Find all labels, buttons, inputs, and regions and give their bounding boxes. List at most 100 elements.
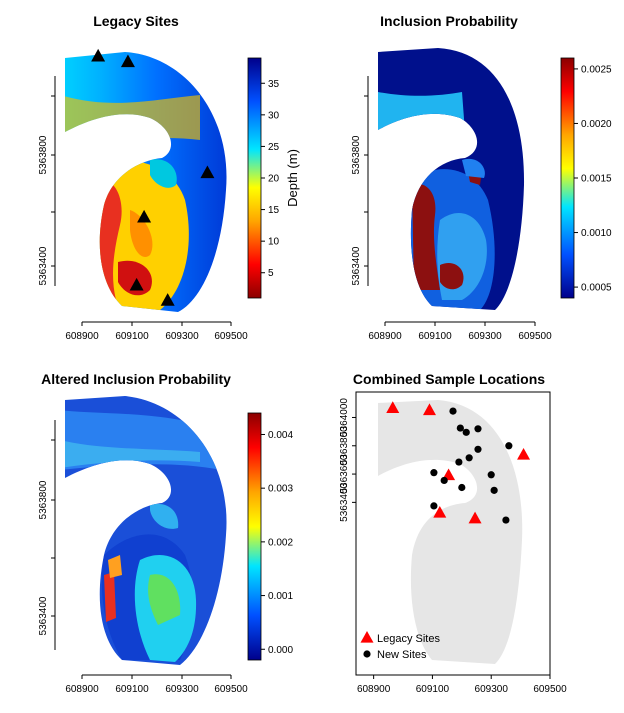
x-tick-label: 609300 [165, 331, 199, 342]
new-site-marker [465, 454, 473, 462]
new-site-marker [505, 442, 513, 450]
new-site-marker [456, 424, 464, 432]
colorbar-tick-label: 25 [268, 142, 280, 153]
colorbar-tick-label: 0.0025 [581, 64, 612, 75]
colorbar-tick-label: 0.0020 [581, 119, 612, 130]
legacy-site-marker [120, 54, 135, 68]
legend-marker-new-sites [363, 650, 371, 658]
colorbar-tick-label: 0.0015 [581, 174, 612, 185]
new-site-marker [490, 486, 498, 494]
legacy-site-marker [129, 277, 144, 291]
colorbar-tick-label: 30 [268, 110, 280, 121]
colorbar-tick-label: 0.003 [268, 484, 293, 495]
altered-colorbar-ticks: 0.000 0.001 0.002 0.003 0.004 [261, 430, 293, 656]
sample-points [386, 401, 531, 524]
legacy-site-marker [517, 447, 531, 460]
x-tick-label: 609100 [115, 684, 149, 695]
x-tick-label: 609300 [165, 684, 199, 695]
altered-inclusion-raster [65, 396, 227, 665]
y-tick-label: 5363800 [339, 426, 350, 465]
colorbar-tick-label: 0.002 [268, 537, 293, 548]
legacy-site-marker [160, 293, 175, 306]
legend-triangle-icon [360, 630, 374, 643]
colorbar-tick-label: 20 [268, 174, 280, 185]
legend-circle-icon [363, 650, 371, 658]
x-tick-label: 609300 [468, 331, 502, 342]
legend-label-new-sites: New Sites [377, 649, 427, 661]
inclusion-probability-colorbar [560, 57, 575, 299]
x-tick-label: 609500 [214, 684, 248, 695]
inclusion-probability-raster [378, 48, 525, 310]
legacy-site-marker [386, 401, 400, 413]
y-tick-label: 5363800 [351, 135, 362, 174]
depth-colorbar-ticks: 5 10 15 20 25 30 35 [261, 79, 280, 279]
legacy-site-marker [422, 403, 436, 416]
x-tick-label: 609100 [416, 684, 450, 695]
new-site-marker [449, 407, 457, 415]
y-tick-label: 5363800 [38, 480, 49, 519]
colorbar-tick-label: 10 [268, 237, 280, 248]
y-tick-label: 5363400 [351, 246, 362, 285]
x-tick-label: 609100 [115, 331, 149, 342]
x-tick-label: 608900 [65, 684, 99, 695]
plot-frame [355, 391, 551, 676]
x-tick-label: 609100 [418, 331, 452, 342]
colorbar-tick-label: 0.004 [268, 430, 293, 441]
legacy-site-points [91, 48, 215, 306]
colorbar-tick-label: 5 [268, 268, 274, 279]
colorbar-tick-label: 0.0010 [581, 228, 612, 239]
panel-inclusion-probability: Inclusion Probability 5363800 5363400 60… [351, 13, 612, 342]
legacy-site-marker [433, 505, 447, 518]
inclusion-colorbar-ticks: 0.0005 0.0010 0.0015 0.0020 0.0025 [574, 64, 612, 294]
legacy-site-marker [468, 511, 482, 524]
legacy-site-marker [91, 48, 106, 62]
x-tick-label: 609500 [533, 684, 567, 695]
new-site-marker [455, 458, 463, 466]
panel-title-inclusion-probability: Inclusion Probability [380, 13, 518, 29]
panel-altered-inclusion-probability: Altered Inclusion Probability 5363800 53… [38, 371, 293, 695]
y-tick-label: 5363400 [38, 246, 49, 285]
new-site-marker [474, 445, 482, 453]
new-site-marker [430, 502, 438, 510]
x-tick-label: 608900 [65, 331, 99, 342]
new-site-marker [430, 469, 438, 477]
depth-colorbar [247, 57, 262, 299]
y-tick-label: 5363400 [38, 596, 49, 635]
colorbar-tick-label: 35 [268, 79, 280, 90]
y-tick-label: 5363600 [339, 454, 350, 493]
x-tick-label: 609500 [214, 331, 248, 342]
panel-title-altered-inclusion-probability: Altered Inclusion Probability [41, 371, 231, 387]
legend: Legacy Sites New Sites [360, 630, 440, 661]
colorbar-tick-label: 0.0005 [581, 283, 612, 294]
y-tick-label: 5363400 [339, 482, 350, 521]
x-axis-ticks: 608900 609100 609300 609500 [357, 675, 567, 695]
panel-legacy-sites: Legacy Sites 5363800 5363400 608900 6091… [38, 13, 300, 342]
x-tick-label: 608900 [368, 331, 402, 342]
new-site-marker [462, 428, 470, 436]
new-site-marker [440, 476, 448, 485]
depth-raster [65, 52, 227, 312]
colorbar-label-depth: Depth (m) [285, 149, 300, 207]
x-tick-label: 609500 [518, 331, 552, 342]
new-site-marker [458, 483, 466, 492]
colorbar-tick-label: 0.001 [268, 591, 293, 602]
legacy-site-marker [200, 165, 215, 179]
x-tick-label: 608900 [357, 684, 391, 695]
panel-title-combined-sample-locations: Combined Sample Locations [353, 371, 545, 387]
colorbar-tick-label: 15 [268, 205, 280, 216]
y-tick-label: 5363800 [38, 135, 49, 174]
legend-marker-legacy-sites [360, 630, 374, 643]
legacy-site-marker [137, 209, 152, 223]
altered-inclusion-colorbar [247, 412, 262, 661]
new-site-marker [502, 516, 510, 524]
x-tick-label: 609300 [475, 684, 509, 695]
new-site-marker [474, 425, 482, 433]
study-area-polygon [378, 400, 523, 664]
legend-label-legacy-sites: Legacy Sites [377, 633, 440, 645]
panel-title-legacy-sites: Legacy Sites [93, 13, 179, 29]
colorbar-tick-label: 0.000 [268, 645, 293, 656]
panel-combined-sample-locations: Combined Sample Locations 53634005363600… [339, 371, 567, 695]
y-tick-label: 5364000 [339, 398, 350, 437]
